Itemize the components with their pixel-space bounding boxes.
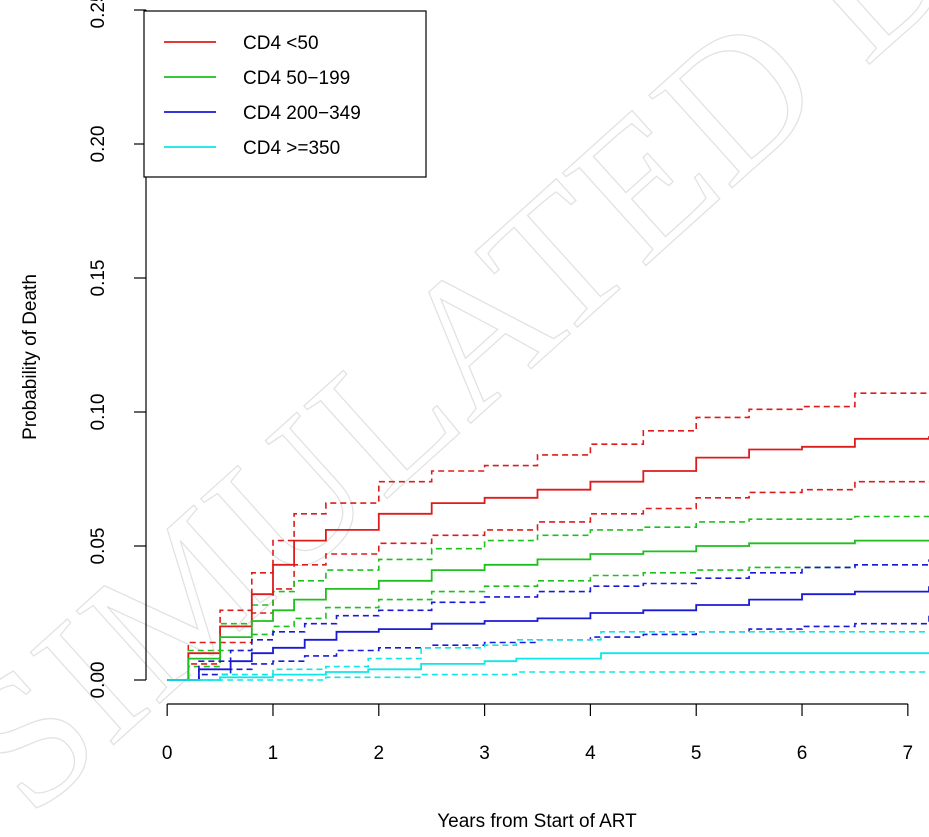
series-2-line: [167, 539, 929, 681]
series-3-line: [167, 586, 929, 681]
x-tick-label: 0: [162, 743, 173, 764]
survival-curves: [167, 436, 929, 681]
legend: CD4 <50 CD4 50−199 CD4 200−349 CD4 >=350: [143, 10, 427, 178]
series-2-ci-upper: [167, 515, 929, 681]
series-4-ci-lower: [167, 671, 929, 681]
y-tick-label: 0.20: [88, 126, 109, 163]
y-tick-label: 0.10: [88, 394, 109, 431]
legend-label: CD4 >=350: [243, 138, 340, 159]
legend-box: [143, 10, 427, 178]
series-3-ci-upper: [167, 559, 929, 681]
x-tick-label: 2: [373, 743, 384, 764]
series-1-ci-lower: [167, 480, 929, 681]
confidence-bands: [167, 392, 929, 681]
x-tick-label: 4: [585, 743, 596, 764]
y-tick-label: 0.15: [88, 260, 109, 297]
x-axis-title: Years from Start of ART: [437, 811, 637, 832]
legend-label: CD4 200−349: [243, 103, 361, 124]
x-tick-label: 7: [903, 743, 914, 764]
x-tick-label: 5: [691, 743, 702, 764]
y-tick-label: 0.05: [88, 528, 109, 565]
y-axis-title: Probability of Death: [20, 274, 41, 440]
series-1-line: [167, 436, 929, 681]
series-1-ci-upper: [167, 392, 929, 681]
axes: 0 1 2 3 4 5 6 7 0.00 0.05 0.10 0.15 0.20 0.25: [88, 0, 913, 764]
y-tick-label: 0.00: [88, 662, 109, 699]
legend-label: CD4 50−199: [243, 68, 350, 89]
legend-label: CD4 <50: [243, 33, 319, 54]
y-tick-label: 0.25: [88, 0, 109, 28]
x-tick-label: 6: [797, 743, 808, 764]
x-tick-label: 3: [479, 743, 490, 764]
series-4-line: [167, 652, 929, 681]
x-tick-label: 1: [268, 743, 279, 764]
